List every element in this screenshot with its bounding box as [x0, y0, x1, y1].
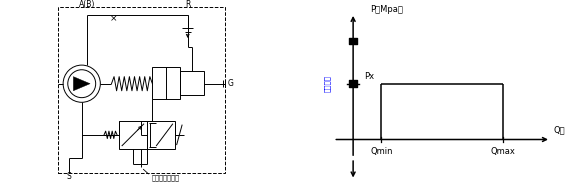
- Text: S: S: [66, 172, 71, 181]
- Text: 设定压力: 设定压力: [324, 75, 331, 92]
- Text: R: R: [185, 0, 190, 9]
- Polygon shape: [73, 77, 90, 91]
- Text: P（Mpa）: P（Mpa）: [370, 5, 403, 14]
- Bar: [147, 121, 175, 149]
- Bar: [119, 121, 147, 149]
- Text: Px: Px: [364, 72, 375, 81]
- Text: 二位三通换向阀: 二位三通换向阀: [151, 174, 180, 181]
- Text: G: G: [228, 79, 233, 88]
- Bar: [153, 67, 180, 99]
- Text: Qmin: Qmin: [370, 147, 393, 156]
- Text: Q（L/min）: Q（L/min）: [554, 126, 565, 135]
- Text: A(B): A(B): [79, 0, 95, 9]
- Text: Qmax: Qmax: [490, 147, 515, 156]
- Bar: [180, 71, 205, 95]
- Text: ×: ×: [110, 14, 117, 23]
- Bar: [58, 7, 225, 173]
